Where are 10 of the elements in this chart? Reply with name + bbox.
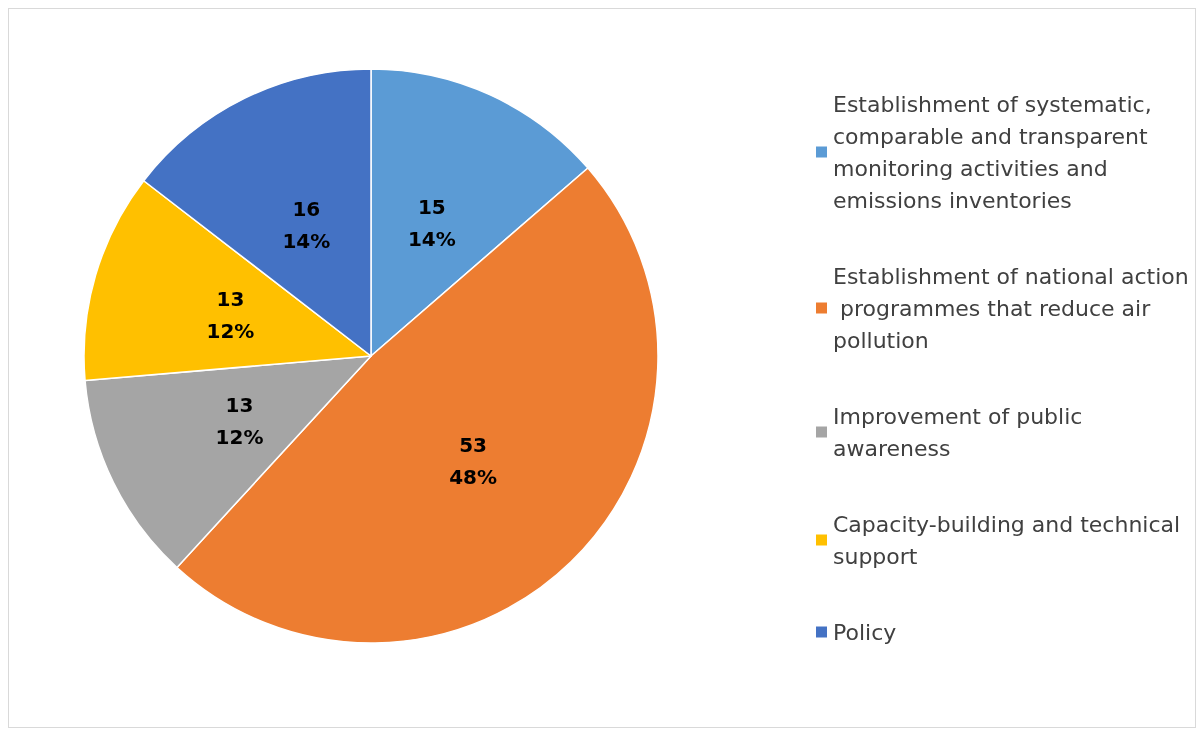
data-label: 13 12% [206,286,255,343]
legend-label: Establishment of national action programmes that reduce air pollution [833,263,1189,353]
legend-label: Establishment of systematic, comparable and transparent monitoring activities and emissions inventories [833,91,1159,213]
legend-label: Improvement of public awareness [833,403,1090,461]
legend-label: Policy [833,619,897,645]
data-label: 53 48% [449,433,498,490]
legend-label: Capacity-building and technical support [833,511,1188,569]
data-label: 13 12% [215,392,264,449]
data-label: 16 14% [282,196,331,253]
data-label: 15 14% [407,194,456,251]
